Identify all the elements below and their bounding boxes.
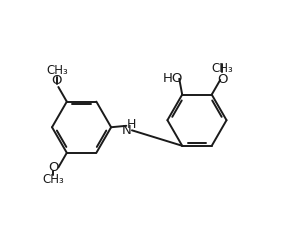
Text: O: O (52, 74, 62, 87)
Text: H: H (127, 118, 136, 131)
Text: O: O (48, 161, 59, 174)
Text: CH₃: CH₃ (211, 62, 233, 75)
Text: CH₃: CH₃ (42, 173, 64, 186)
Text: N: N (122, 124, 131, 137)
Text: O: O (217, 74, 227, 86)
Text: HO: HO (163, 72, 183, 85)
Text: CH₃: CH₃ (46, 64, 68, 77)
